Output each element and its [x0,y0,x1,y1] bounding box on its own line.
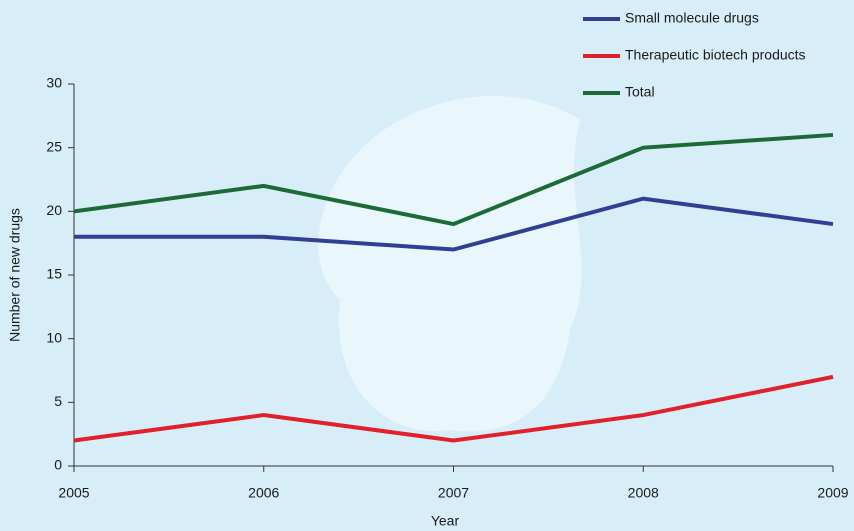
y-tick-label: 0 [54,457,62,473]
y-axis-label: Number of new drugs [7,208,23,342]
y-tick-label: 25 [46,138,62,154]
y-tick-label: 15 [46,266,62,282]
x-tick-label: 2007 [438,485,469,501]
x-tick-label: 2009 [817,485,848,501]
series-line [73,132,834,227]
y-tick-label: 20 [46,202,62,218]
x-tick-label: 2006 [248,485,279,501]
y-tick-label: 5 [54,393,62,409]
series-line [73,374,834,443]
y-tick-label: 10 [46,329,62,345]
y-tick-label: 30 [46,75,62,91]
series-line [74,196,834,252]
legend-label: Small molecule drugs [625,10,759,26]
x-tick-label: 2008 [628,485,659,501]
x-axis-label: Year [431,513,460,529]
decoration [318,96,582,432]
legend-label: Total [625,84,655,100]
legend-label: Therapeutic biotech products [625,47,806,63]
x-tick-label: 2005 [58,485,89,501]
